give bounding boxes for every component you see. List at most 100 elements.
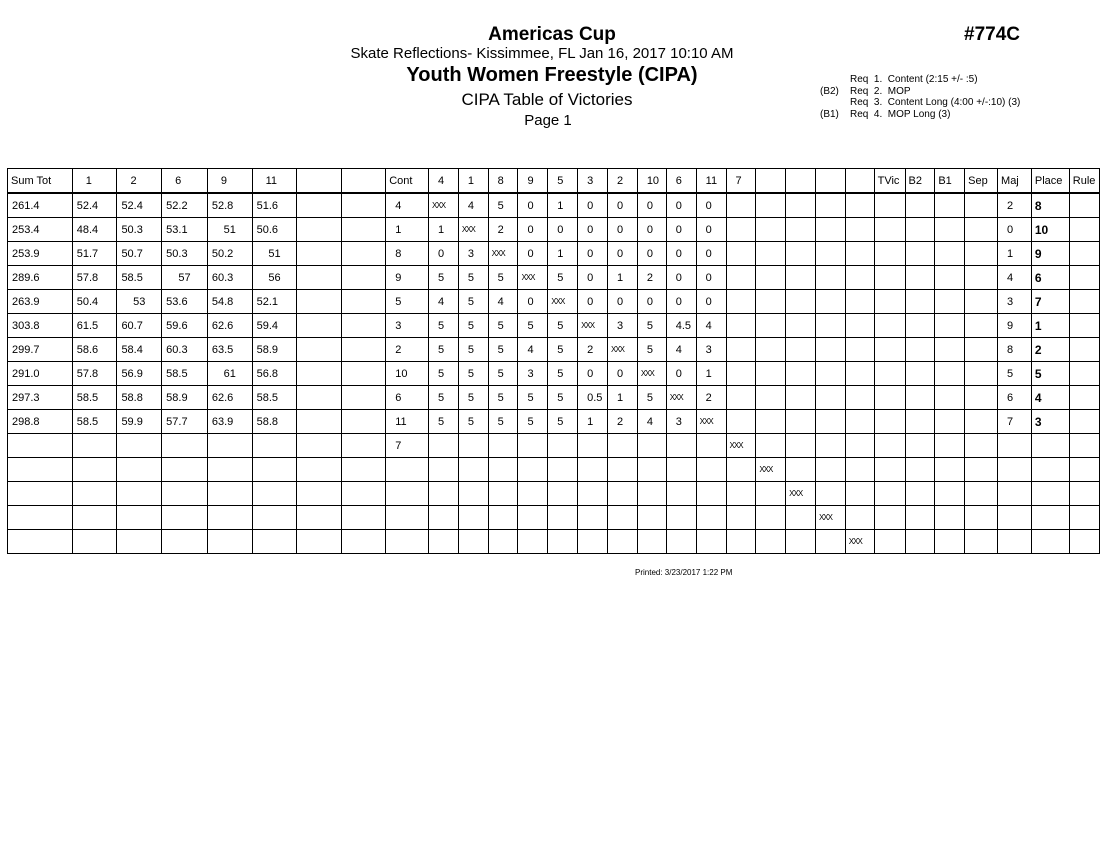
table-cell bbox=[577, 529, 608, 554]
table-cell bbox=[607, 457, 638, 482]
table-cell bbox=[785, 505, 816, 530]
table-cell: 51 bbox=[206, 217, 253, 242]
table-cell bbox=[934, 217, 966, 242]
table-cell bbox=[7, 529, 73, 554]
table-cell bbox=[340, 481, 387, 506]
table-cell bbox=[904, 529, 936, 554]
table-cell: 9 bbox=[385, 265, 430, 290]
table-cell: 4 bbox=[428, 289, 459, 314]
place-cell: 9 bbox=[1030, 241, 1070, 266]
table-cell: 5 bbox=[487, 337, 519, 362]
column-header bbox=[755, 168, 787, 194]
table-cell bbox=[636, 529, 667, 554]
table-cell bbox=[547, 481, 579, 506]
table-cell bbox=[1068, 505, 1100, 530]
reference-number: #774C bbox=[964, 24, 1020, 45]
requirement-text: Req 1. Content (2:15 +/- :5) bbox=[850, 74, 978, 85]
table-cell: 5 bbox=[487, 385, 519, 410]
table-cell: 58.6 bbox=[71, 337, 118, 362]
table-cell bbox=[873, 481, 906, 506]
table-cell bbox=[964, 529, 999, 554]
table-cell bbox=[206, 433, 253, 458]
self-match-marker: XXX bbox=[607, 337, 638, 362]
table-cell: 1 bbox=[547, 241, 579, 266]
table-cell bbox=[607, 433, 638, 458]
table-cell: 61.5 bbox=[71, 313, 118, 338]
table-cell bbox=[340, 361, 387, 386]
table-cell: 58.5 bbox=[251, 385, 298, 410]
table-cell bbox=[934, 313, 966, 338]
table-cell bbox=[904, 361, 936, 386]
table-cell: 63.5 bbox=[206, 337, 253, 362]
table-cell bbox=[964, 385, 999, 410]
place-cell: 10 bbox=[1030, 217, 1070, 242]
table-cell bbox=[964, 217, 999, 242]
table-cell: 0 bbox=[665, 265, 697, 290]
table-cell bbox=[636, 505, 667, 530]
table-cell: 2 bbox=[577, 337, 608, 362]
table-cell: 1 bbox=[997, 241, 1032, 266]
table-cell: 3 bbox=[517, 361, 549, 386]
table-cell: 60.3 bbox=[161, 337, 208, 362]
table-cell bbox=[517, 529, 549, 554]
table-cell: 6 bbox=[385, 385, 430, 410]
table-cell bbox=[206, 505, 253, 530]
table-cell: 5 bbox=[547, 313, 579, 338]
table-cell: 0 bbox=[665, 361, 697, 386]
column-header: 11 bbox=[251, 168, 298, 194]
table-cell bbox=[296, 529, 342, 554]
place-cell bbox=[1030, 481, 1070, 506]
table-cell bbox=[785, 289, 816, 314]
header-row: Sum Tot 1 2 6 9 11 Cont 4 1 8 9 5 3 2 10 6 11 7 TVic B2 B1 Se… bbox=[7, 168, 1100, 194]
table-cell: 303.8 bbox=[7, 313, 73, 338]
table-cell: 0 bbox=[607, 289, 638, 314]
table-cell bbox=[964, 433, 999, 458]
table-cell bbox=[873, 313, 906, 338]
table-cell: 50.2 bbox=[206, 241, 253, 266]
table-cell bbox=[1068, 241, 1100, 266]
table-cell bbox=[785, 265, 816, 290]
table-cell: 253.9 bbox=[7, 241, 73, 266]
table-cell: 52.1 bbox=[251, 289, 298, 314]
table-cell: 51.7 bbox=[71, 241, 118, 266]
column-header bbox=[814, 168, 846, 194]
table-cell bbox=[904, 481, 936, 506]
table-row: 291.0 57.8 56.9 58.5 61 56.8 10 5 5 5 3 5 0 0 XXX 0 1 5 5 bbox=[7, 361, 1100, 386]
table-cell bbox=[251, 433, 298, 458]
table-row: 7 XXX bbox=[7, 433, 1100, 458]
table-cell bbox=[340, 529, 387, 554]
table-cell bbox=[340, 313, 387, 338]
table-cell bbox=[116, 529, 163, 554]
table-cell: 5 bbox=[636, 337, 667, 362]
table-cell bbox=[964, 481, 999, 506]
table-cell: 60.3 bbox=[206, 265, 253, 290]
table-cell: 0 bbox=[665, 241, 697, 266]
column-header: 3 bbox=[577, 168, 608, 194]
table-cell: 57 bbox=[161, 265, 208, 290]
table-cell: 0 bbox=[428, 241, 459, 266]
column-header: Sep bbox=[964, 168, 999, 194]
table-cell bbox=[873, 217, 906, 242]
table-cell bbox=[904, 433, 936, 458]
table-cell bbox=[161, 481, 208, 506]
table-cell bbox=[385, 481, 430, 506]
table-cell bbox=[695, 481, 727, 506]
table-cell bbox=[517, 505, 549, 530]
table-cell: 298.8 bbox=[7, 409, 73, 434]
table-cell bbox=[7, 481, 73, 506]
table-cell bbox=[964, 337, 999, 362]
column-header: Cont bbox=[385, 168, 430, 194]
table-cell bbox=[251, 457, 298, 482]
table-cell bbox=[340, 505, 387, 530]
table-cell bbox=[814, 217, 846, 242]
table-cell bbox=[934, 192, 966, 218]
column-header: 11 bbox=[695, 168, 727, 194]
table-cell bbox=[755, 481, 787, 506]
table-cell bbox=[725, 505, 757, 530]
table-cell: 11 bbox=[385, 409, 430, 434]
self-match-marker: XXX bbox=[517, 265, 549, 290]
table-cell bbox=[873, 409, 906, 434]
table-cell: 58.5 bbox=[116, 265, 163, 290]
self-match-marker: XXX bbox=[547, 289, 579, 314]
column-header: 2 bbox=[607, 168, 638, 194]
